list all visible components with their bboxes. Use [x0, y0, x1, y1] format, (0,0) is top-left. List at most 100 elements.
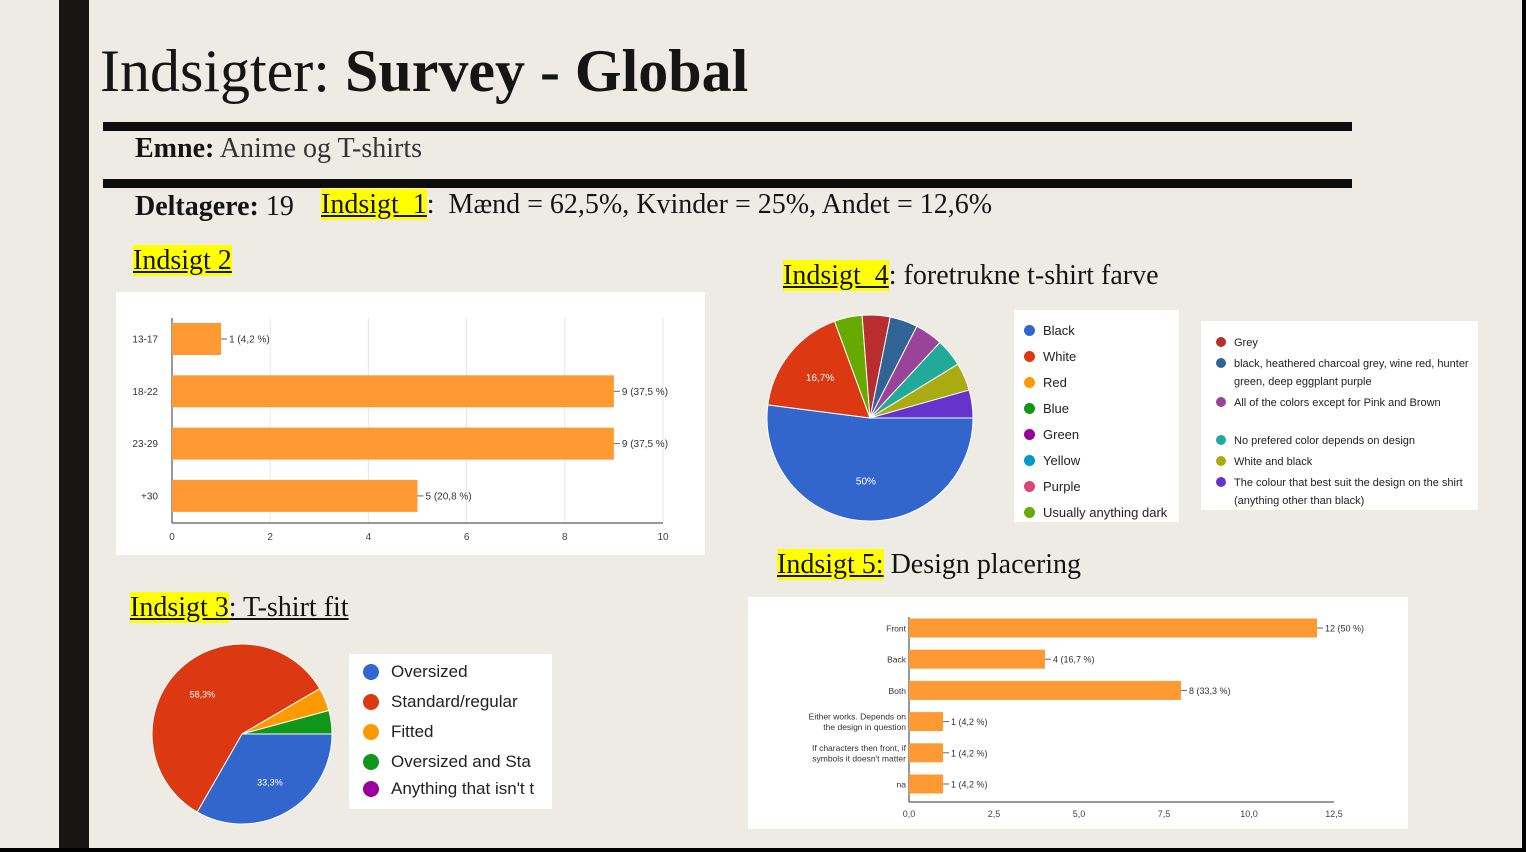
category-label: 18-22	[132, 387, 158, 398]
legend-swatch	[1216, 337, 1226, 347]
legend-item: Green	[1024, 426, 1079, 443]
pie-slice	[869, 389, 974, 419]
bar	[909, 774, 943, 794]
title-prefix: Indsigter:	[100, 38, 330, 104]
legend-swatch	[1024, 481, 1035, 492]
legend-swatch	[1024, 455, 1035, 466]
category-label: 13-17	[132, 335, 158, 346]
legend-label: No prefered color depends on design	[1234, 435, 1416, 447]
insight5-text: Design placering	[883, 549, 1082, 580]
color-legend-1: Black White Red Blue Green Yellow Purple Usuall…	[1014, 310, 1179, 522]
legend-label: Standard/regular	[391, 692, 518, 711]
legend-item: Purple	[1024, 478, 1081, 495]
legend-swatch	[1024, 403, 1035, 414]
legend-label: White	[1043, 349, 1077, 364]
legend-swatch	[1216, 456, 1226, 466]
insight3-label: Indsigt 3	[130, 592, 229, 623]
legend-item: Anything that isn't t	[363, 779, 534, 799]
legend-item: Red	[1024, 374, 1067, 391]
legend-swatch	[1024, 351, 1035, 362]
data-label: 1 (4,2 %)	[951, 748, 988, 758]
legend-item: Fitted	[363, 722, 434, 742]
legend-swatch	[363, 781, 379, 797]
legend-item: black, heathered charcoal grey, wine red…	[1216, 355, 1478, 391]
fit-pie-chart: 33,3% 58,3%	[151, 643, 333, 825]
category-label: Front	[886, 624, 906, 634]
legend-item: Black	[1024, 322, 1075, 339]
legend-swatch	[1216, 477, 1226, 487]
insight2-heading: Indsigt 2	[133, 245, 232, 277]
topic-value: Anime og T-shirts	[219, 133, 423, 164]
legend-label: Red	[1043, 375, 1067, 390]
x-tick-label: 5,0	[1073, 809, 1086, 819]
data-label: 1 (4,2 %)	[229, 335, 270, 346]
data-label: 4 (16,7 %)	[1053, 655, 1095, 665]
category-label: 23-29	[132, 439, 158, 450]
legend-label: Anything that isn't t	[391, 779, 535, 798]
data-label: 1 (4,2 %)	[951, 780, 988, 790]
insight5-heading: Indsigt 5: Design placering	[777, 549, 1081, 581]
bar	[909, 649, 1045, 669]
data-label: 8 (33,3 %)	[1189, 686, 1231, 696]
x-tick-label: 0	[169, 532, 175, 543]
age-chart-panel: 0 2 4 6 8 10 1 (4,2 %) 13-17 9 (37,5 %) 18-22 9 (3…	[116, 292, 705, 555]
placement-bar-chart: 0,0 2,5 5,0 7,5 10,0 12,5 12 (50 %) Front 4 (16,…	[809, 617, 1364, 819]
legend-item: Oversized	[363, 662, 468, 682]
x-tick-label: 7,5	[1158, 809, 1171, 819]
bar	[172, 375, 614, 408]
legend-item: No prefered color depends on design	[1216, 432, 1478, 450]
legend-swatch	[1216, 397, 1226, 407]
placement-chart-panel: 0,0 2,5 5,0 7,5 10,0 12,5 12 (50 %) Front 4 (16,…	[748, 597, 1408, 829]
legend-swatch	[1024, 429, 1035, 440]
fit-legend: Oversized Standard/regular Fitted Oversized…	[349, 654, 552, 809]
x-tick-label: 2	[267, 532, 273, 543]
legend-item: White and black	[1216, 453, 1478, 471]
bar	[909, 743, 943, 763]
slice-label: 58,3%	[190, 690, 216, 700]
slice-label: 33,3%	[257, 777, 283, 787]
slice-label: 50%	[856, 477, 876, 488]
title-bold: Survey - Global	[344, 38, 749, 104]
legend-label: White and black	[1234, 456, 1313, 468]
pie-slice	[767, 320, 871, 419]
legend-swatch	[363, 724, 379, 740]
insight2-label: Indsigt 2	[133, 245, 232, 276]
insight3-text: : T-shirt fit	[228, 592, 349, 623]
slice-label: 16,7%	[806, 373, 834, 384]
bar	[172, 427, 614, 460]
legend-label: Green	[1043, 427, 1080, 442]
data-label: 12 (50 %)	[1325, 624, 1364, 634]
insight4-heading: Indsigt 4: foretrukne t-shirt farve	[783, 260, 1159, 292]
legend-swatch	[363, 754, 379, 770]
insight4-text: : foretrukne t-shirt farve	[888, 260, 1159, 291]
insight5-label: Indsigt 5:	[777, 549, 884, 580]
legend-swatch	[1216, 435, 1226, 445]
insight1-text: : Mænd = 62,5%, Kvinder = 25%, Andet = 1…	[426, 189, 993, 220]
x-tick-label: 6	[464, 532, 470, 543]
topic-line: Emne: Anime og T-shirts	[135, 133, 422, 165]
data-label: 9 (37,5 %)	[622, 439, 668, 450]
category-label: Both	[889, 686, 907, 696]
x-tick-label: 2,5	[988, 809, 1001, 819]
legend-label: Purple	[1043, 479, 1081, 494]
legend-item: All of the colors except for Pink and Br…	[1216, 394, 1478, 412]
category-label: Either works. Depends on the design in qu…	[809, 712, 907, 733]
age-bar-chart: 0 2 4 6 8 10 1 (4,2 %) 13-17 9 (37,5 %) 18-22 9 (3…	[132, 318, 669, 543]
legend-label: Oversized and Sta	[391, 752, 531, 771]
data-label: 1 (4,2 %)	[951, 717, 988, 727]
legend-swatch	[1216, 358, 1226, 368]
insight1-line: Indsigt 1: Mænd = 62,5%, Kvinder = 25%, …	[321, 189, 992, 221]
insight3-heading: Indsigt 3: T-shirt fit	[130, 592, 349, 624]
legend-swatch	[363, 664, 379, 680]
legend-item: White	[1024, 348, 1076, 365]
legend-item: Oversized and Sta	[363, 752, 531, 772]
participants-value: 19	[265, 191, 294, 222]
pie-slice	[766, 404, 974, 522]
legend-swatch	[363, 694, 379, 710]
bottom-rule	[103, 179, 1352, 188]
topic-label: Emne:	[135, 133, 215, 164]
category-label: Back	[887, 655, 907, 665]
legend-label: black, heathered charcoal grey, wine red…	[1234, 358, 1469, 388]
color-legend-2: Grey black, heathered charcoal grey, wine…	[1201, 321, 1478, 510]
